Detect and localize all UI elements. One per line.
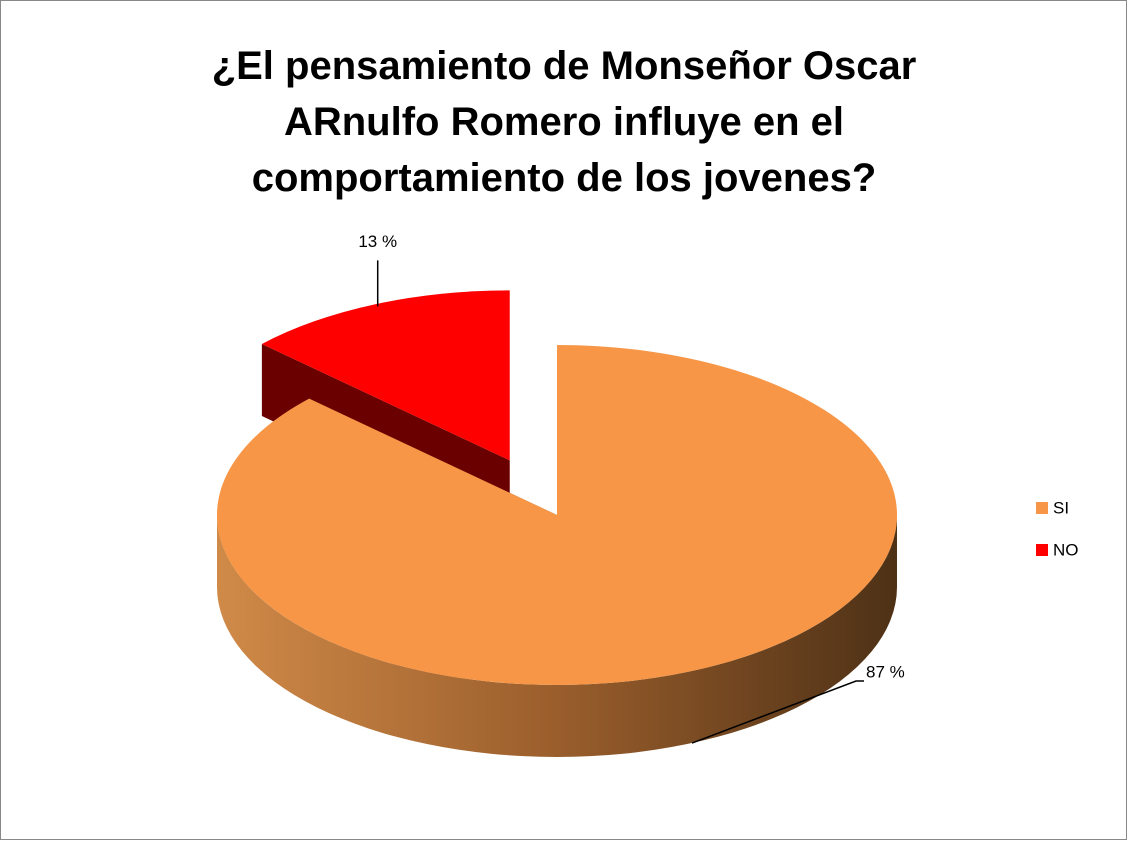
data-label: 13 %: [358, 232, 397, 251]
chart-title: ¿El pensamiento de Monseñor Oscar ARnulf…: [211, 44, 917, 200]
leader-line: [691, 680, 865, 744]
slice-wall: [217, 515, 897, 757]
legend-label: NO: [1053, 540, 1079, 559]
pie-slice: [216, 345, 897, 685]
pie-slice: [261, 290, 510, 461]
legend-swatch: [1036, 544, 1048, 556]
data-label: 87 %: [866, 663, 905, 682]
legend-swatch: [1036, 502, 1048, 514]
legend-label: SI: [1053, 498, 1069, 517]
